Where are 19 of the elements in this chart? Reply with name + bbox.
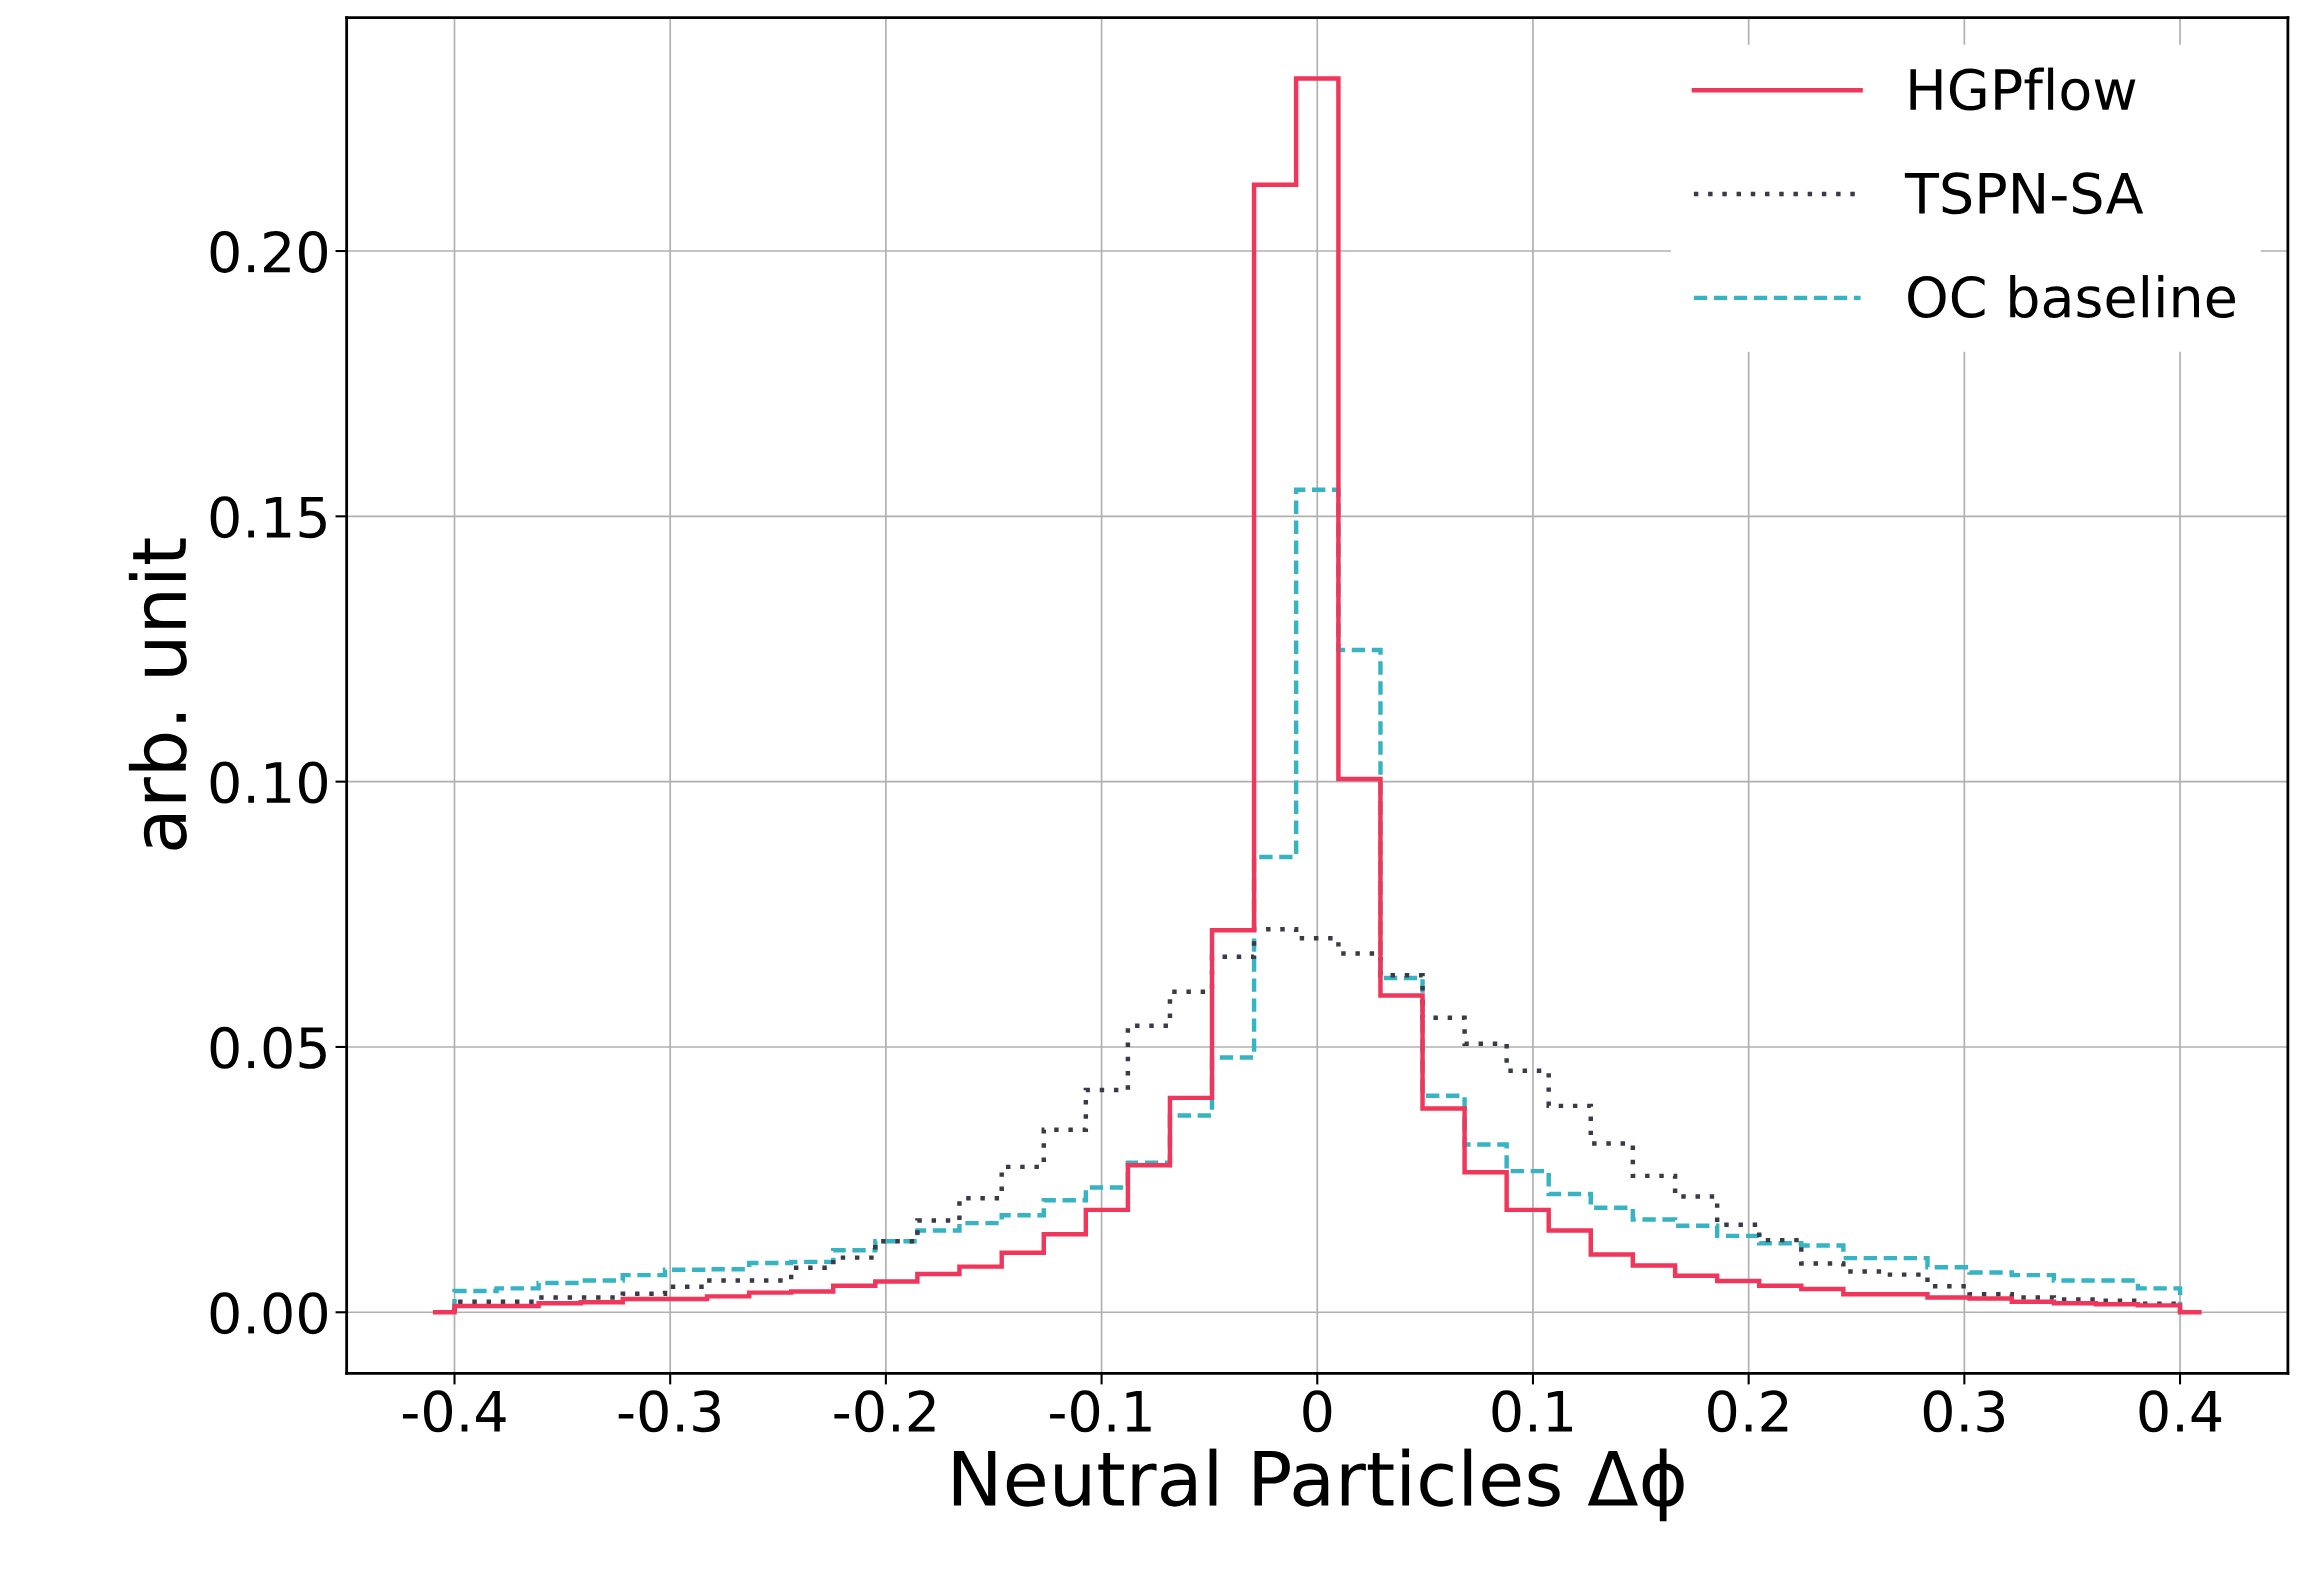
x-tick-label: 0.2 xyxy=(1708,1390,1788,1433)
y-tick-label: 0.15 xyxy=(210,496,326,539)
y-axis-title: arb. unit xyxy=(128,538,187,850)
x-axis-title: Neutral Particles Δϕ xyxy=(953,1448,1684,1522)
y-tick-label: 0.05 xyxy=(210,1026,326,1069)
x-tick-label: 0.4 xyxy=(2139,1390,2222,1433)
y-tick-label: 0.10 xyxy=(210,761,327,804)
legend-label: HGPflow xyxy=(1910,67,2136,111)
y-tick-label: 0.20 xyxy=(210,230,327,273)
legend-label: OC baseline xyxy=(1908,275,2235,319)
x-tick-label: 0.1 xyxy=(1492,1390,1573,1433)
legend-label: TSPN-SA xyxy=(1904,172,2144,215)
x-tick-label: -0.3 xyxy=(618,1390,720,1433)
x-tick-label: -0.4 xyxy=(403,1390,506,1433)
y-tick-label: 0.00 xyxy=(210,1292,327,1335)
x-tick-label: -0.1 xyxy=(1050,1390,1151,1433)
x-tick-label: -0.2 xyxy=(834,1390,935,1433)
x-tick-label: 0 xyxy=(1303,1390,1332,1433)
x-tick-label: 0.3 xyxy=(1923,1390,2005,1433)
